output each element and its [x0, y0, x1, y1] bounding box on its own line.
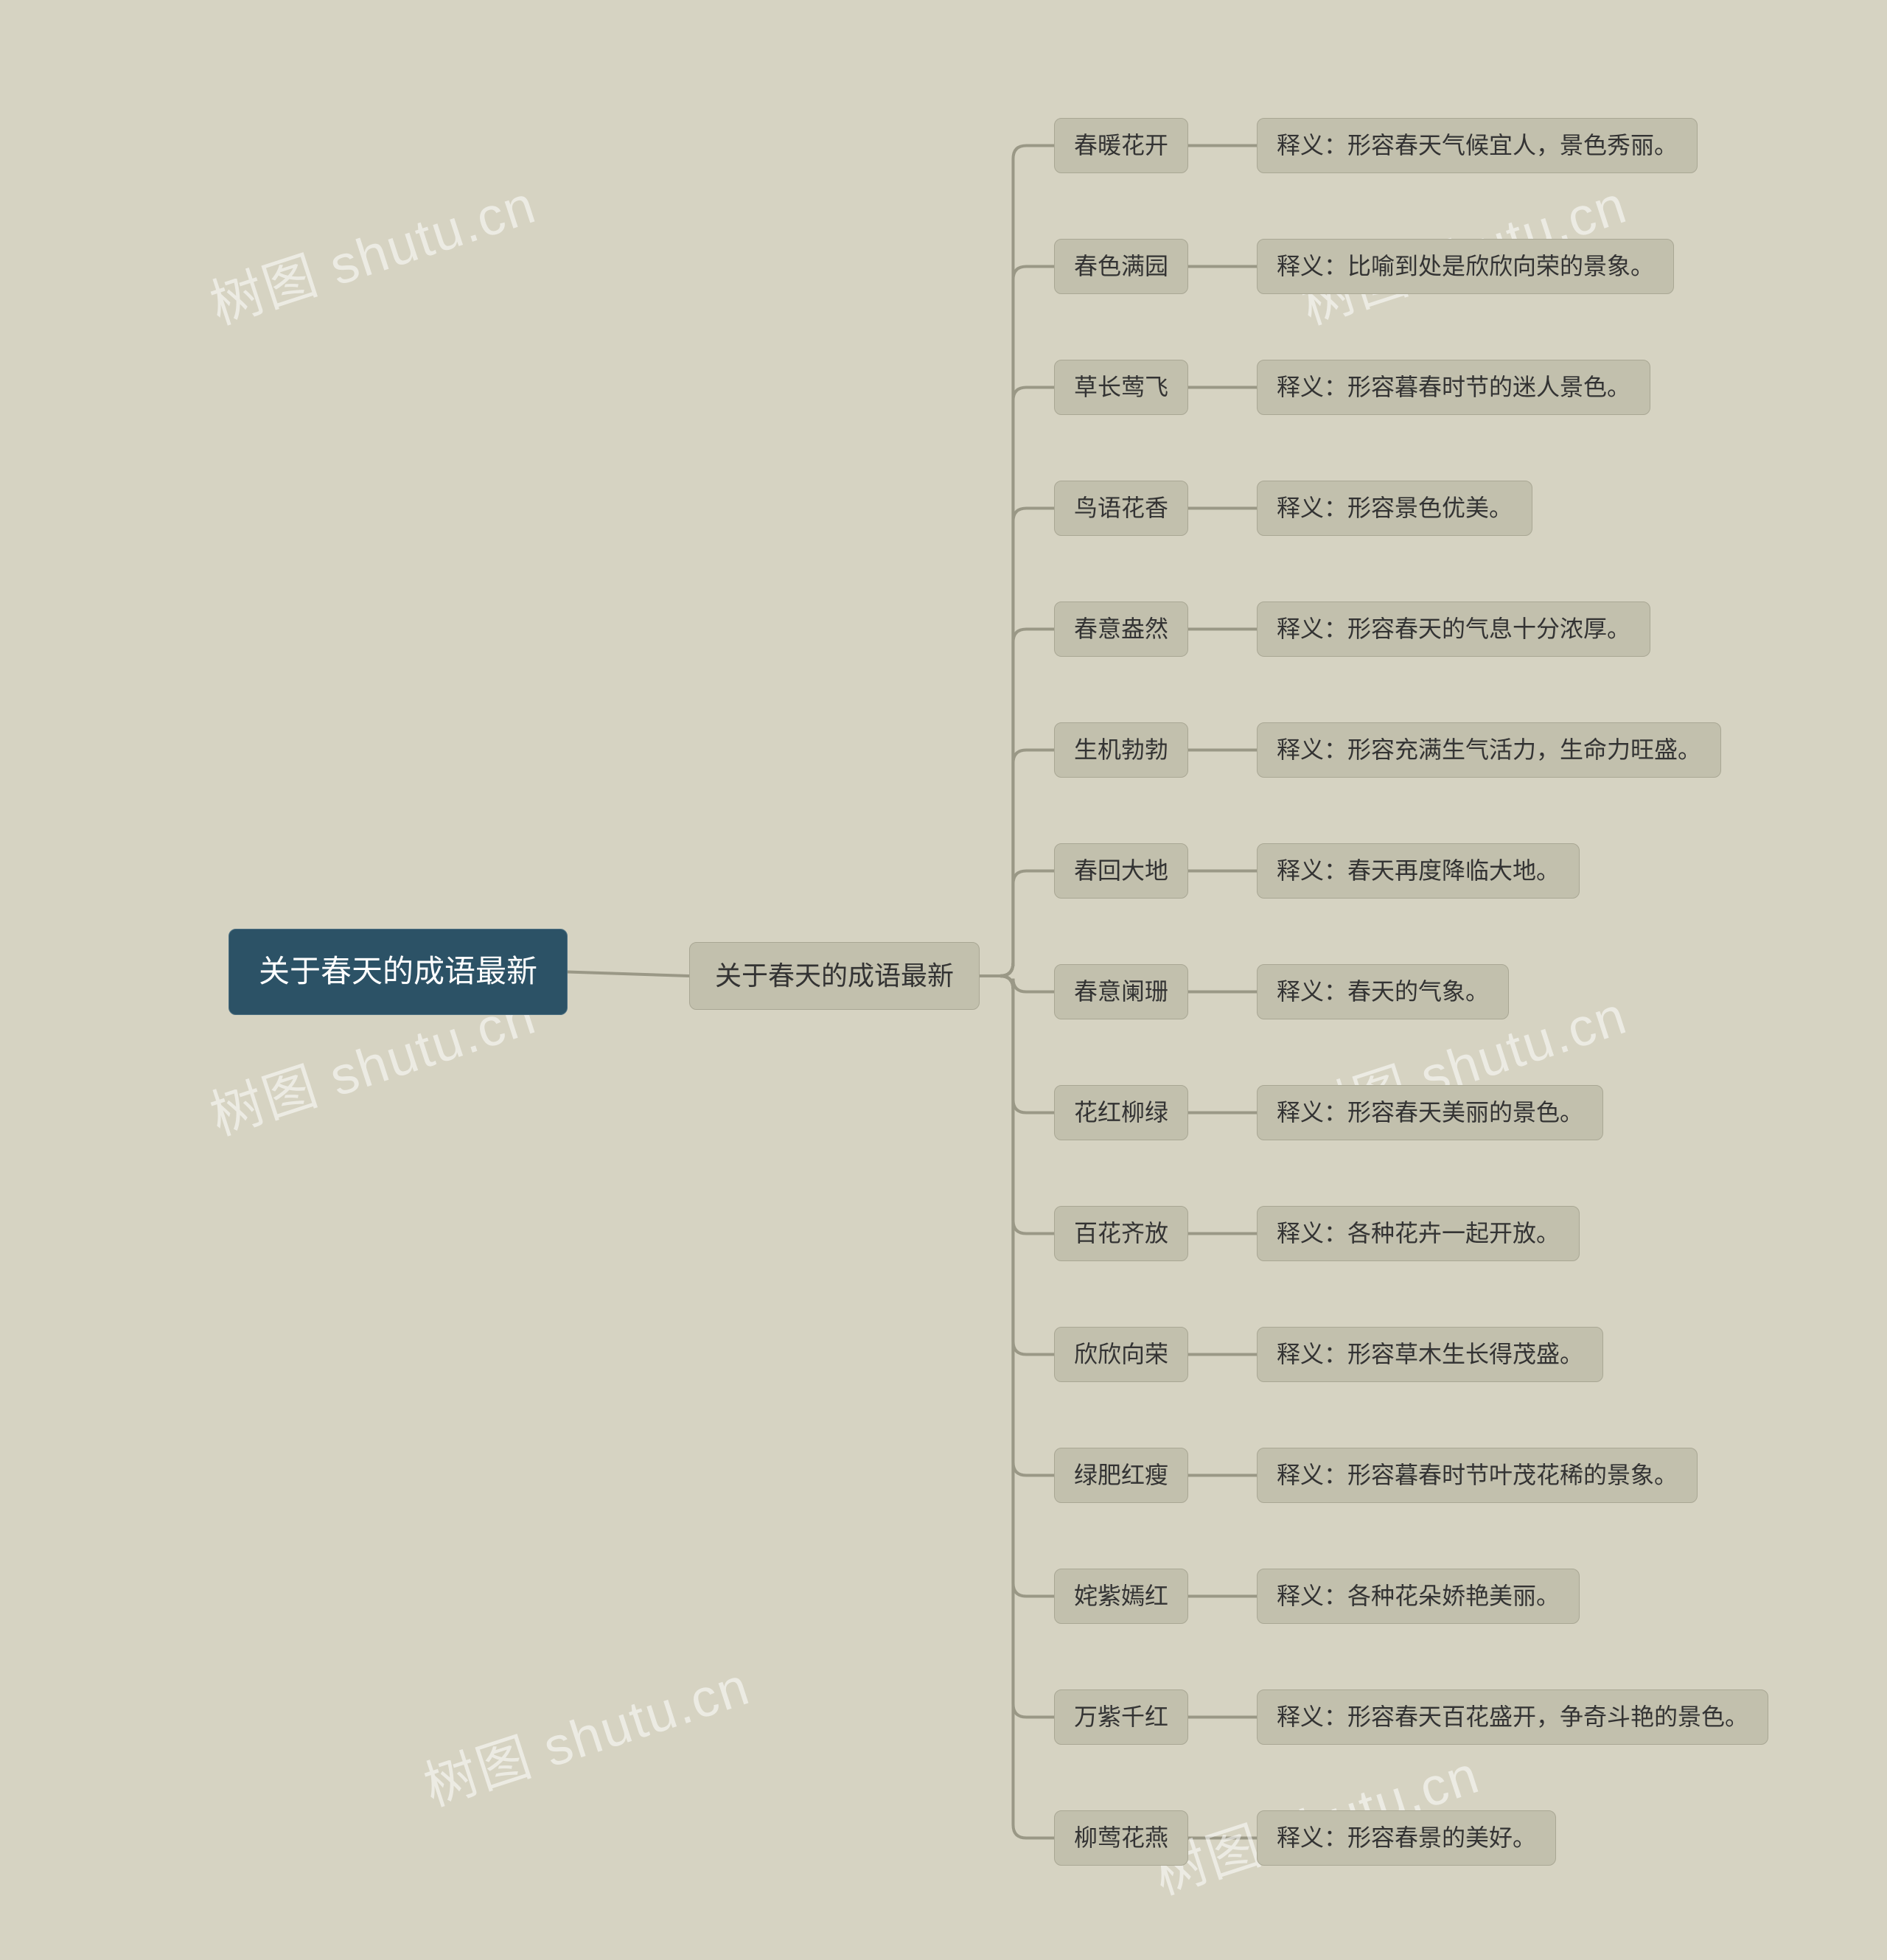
idiom-definition: 释义：形容暮春时节叶茂花稀的景象。 — [1257, 1448, 1698, 1503]
idiom-node: 生机勃勃 — [1054, 722, 1188, 778]
idiom-node: 春色满园 — [1054, 239, 1188, 294]
idiom-node: 万紫千红 — [1054, 1689, 1188, 1745]
idiom-term: 万紫千红 — [1074, 1703, 1168, 1730]
idiom-definition: 释义：各种花朵娇艳美丽。 — [1257, 1569, 1580, 1624]
idiom-definition: 释义：春天再度降临大地。 — [1257, 843, 1580, 899]
idiom-term: 花红柳绿 — [1074, 1099, 1168, 1126]
idiom-term: 欣欣向荣 — [1074, 1341, 1168, 1367]
idiom-node: 百花齐放 — [1054, 1206, 1188, 1261]
mid-label: 关于春天的成语最新 — [715, 960, 954, 991]
idiom-node: 柳莺花燕 — [1054, 1810, 1188, 1866]
idiom-def-text: 释义：形容草木生长得茂盛。 — [1277, 1341, 1583, 1367]
idiom-definition: 释义：形容暮春时节的迷人景色。 — [1257, 360, 1650, 415]
idiom-node: 欣欣向荣 — [1054, 1327, 1188, 1382]
idiom-definition: 释义：春天的气象。 — [1257, 964, 1509, 1019]
idiom-def-text: 释义：春天再度降临大地。 — [1277, 857, 1560, 884]
idiom-def-text: 释义：各种花卉一起开放。 — [1277, 1220, 1560, 1246]
idiom-term: 生机勃勃 — [1074, 736, 1168, 763]
watermark: 树图 shutu.cn — [199, 161, 544, 338]
idiom-term: 春暖花开 — [1074, 132, 1168, 158]
idiom-def-text: 释义：形容春天的气息十分浓厚。 — [1277, 615, 1630, 642]
idiom-term: 鸟语花香 — [1074, 495, 1168, 521]
idiom-definition: 释义：形容草木生长得茂盛。 — [1257, 1327, 1603, 1382]
idiom-definition: 释义：形容春天百花盛开，争奇斗艳的景色。 — [1257, 1689, 1768, 1745]
idiom-definition: 释义：比喻到处是欣欣向荣的景象。 — [1257, 239, 1674, 294]
idiom-term: 绿肥红瘦 — [1074, 1462, 1168, 1488]
watermark: 树图 shutu.cn — [413, 1642, 758, 1820]
idiom-node: 姹紫嫣红 — [1054, 1569, 1188, 1624]
idiom-def-text: 释义：形容春景的美好。 — [1277, 1824, 1536, 1851]
idiom-node: 花红柳绿 — [1054, 1085, 1188, 1140]
idiom-def-text: 释义：形容暮春时节叶茂花稀的景象。 — [1277, 1462, 1678, 1488]
idiom-node: 春回大地 — [1054, 843, 1188, 899]
idiom-node: 春意盎然 — [1054, 601, 1188, 657]
idiom-term: 春意盎然 — [1074, 615, 1168, 642]
mid-node: 关于春天的成语最新 — [689, 942, 980, 1010]
idiom-definition: 释义：形容春天美丽的景色。 — [1257, 1085, 1603, 1140]
idiom-def-text: 释义：形容暮春时节的迷人景色。 — [1277, 374, 1630, 400]
idiom-node: 春暖花开 — [1054, 118, 1188, 173]
idiom-definition: 释义：形容春天的气息十分浓厚。 — [1257, 601, 1650, 657]
idiom-term: 百花齐放 — [1074, 1220, 1168, 1246]
idiom-definition: 释义：各种花卉一起开放。 — [1257, 1206, 1580, 1261]
idiom-def-text: 释义：形容景色优美。 — [1277, 495, 1513, 521]
idiom-term: 春意阑珊 — [1074, 978, 1168, 1005]
idiom-def-text: 释义：形容春天美丽的景色。 — [1277, 1099, 1583, 1126]
idiom-node: 绿肥红瘦 — [1054, 1448, 1188, 1503]
idiom-term: 柳莺花燕 — [1074, 1824, 1168, 1851]
idiom-definition: 释义：形容春景的美好。 — [1257, 1810, 1556, 1866]
idiom-def-text: 释义：形容充满生气活力，生命力旺盛。 — [1277, 736, 1701, 763]
idiom-node: 春意阑珊 — [1054, 964, 1188, 1019]
idiom-def-text: 释义：各种花朵娇艳美丽。 — [1277, 1583, 1560, 1609]
idiom-def-text: 释义：形容春天百花盛开，争奇斗艳的景色。 — [1277, 1703, 1748, 1730]
idiom-def-text: 释义：形容春天气候宜人，景色秀丽。 — [1277, 132, 1678, 158]
idiom-term: 春回大地 — [1074, 857, 1168, 884]
idiom-definition: 释义：形容景色优美。 — [1257, 481, 1532, 536]
root-label: 关于春天的成语最新 — [259, 954, 537, 988]
idiom-definition: 释义：形容充满生气活力，生命力旺盛。 — [1257, 722, 1721, 778]
idiom-def-text: 释义：春天的气象。 — [1277, 978, 1489, 1005]
idiom-def-text: 释义：比喻到处是欣欣向荣的景象。 — [1277, 253, 1654, 279]
idiom-term: 草长莺飞 — [1074, 374, 1168, 400]
idiom-definition: 释义：形容春天气候宜人，景色秀丽。 — [1257, 118, 1698, 173]
root-node: 关于春天的成语最新 — [229, 929, 568, 1015]
mindmap-canvas: 树图 shutu.cn树图 shutu.cn树图 shutu.cn树图 shut… — [0, 0, 1887, 1960]
idiom-node: 草长莺飞 — [1054, 360, 1188, 415]
idiom-term: 春色满园 — [1074, 253, 1168, 279]
idiom-node: 鸟语花香 — [1054, 481, 1188, 536]
idiom-term: 姹紫嫣红 — [1074, 1583, 1168, 1609]
